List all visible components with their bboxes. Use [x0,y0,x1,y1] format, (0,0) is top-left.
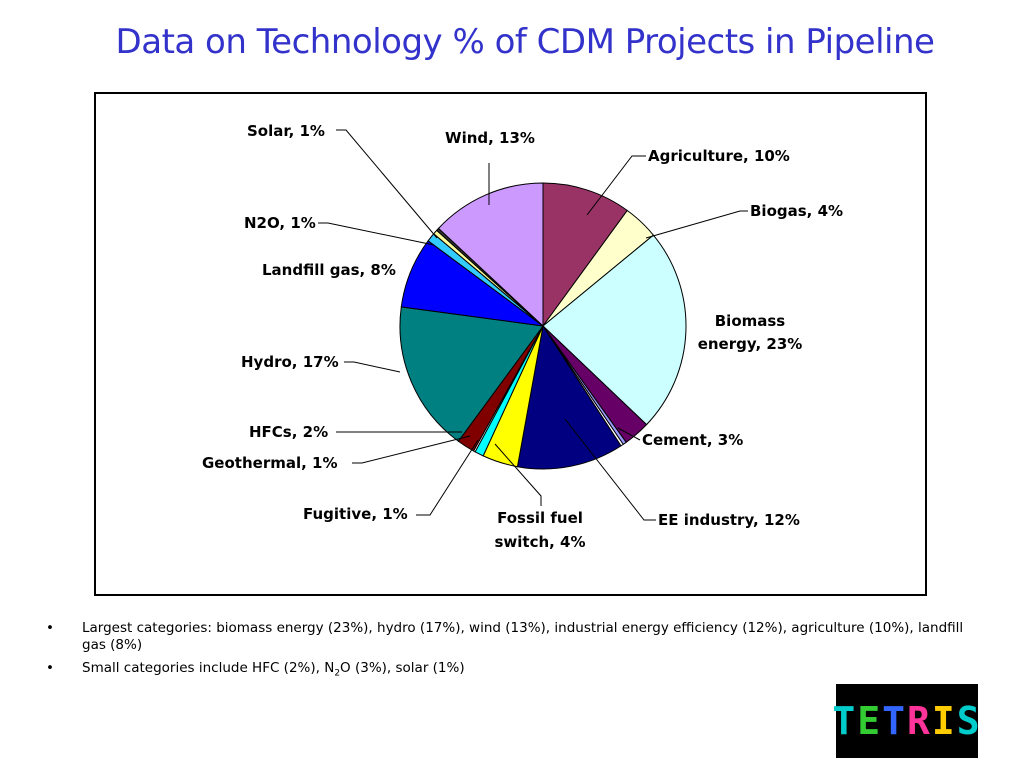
bullet-item: • Small categories include HFC (2%), N2O… [40,660,970,683]
leader-line [494,443,542,506]
slide-title: Data on Technology % of CDM Projects in … [115,22,935,62]
logo-letter: E [857,699,883,743]
data-label: Geothermal, 1% [202,454,338,472]
data-label: Fugitive, 1% [303,505,408,523]
data-label: Fossil fuel [497,509,583,527]
bullet-marker: • [46,620,54,636]
logo-letter: S [956,699,982,743]
pie-slice-hydro [399,306,544,442]
pie-slice-wind [437,182,544,328]
data-label: energy, 23% [698,335,803,353]
logo-letter: T [882,699,907,743]
leader-line [416,439,479,516]
logo-letter: I [931,699,957,743]
bullet-marker: • [46,660,54,676]
bullet-item: • Largest categories: biomass energy (23… [40,620,970,654]
data-label: Biogas, 4% [750,202,843,220]
bullet-text: Small categories include HFC (2%), N2O (… [82,660,465,679]
pie-slice-ee-industry [516,324,622,470]
leader-line [344,361,401,373]
data-label: EE industry, 12% [658,511,800,529]
leader-line [564,418,656,521]
pie-slice-agriculture [542,182,628,328]
data-label: Wind, 13% [445,129,535,147]
leader-line [336,129,438,239]
leader-line [645,210,748,239]
data-label: Agriculture, 10% [648,147,790,165]
data-label: HFCs, 2% [249,423,328,441]
pie-slice-biomass-energy [542,234,687,426]
data-label: Cement, 3% [642,431,743,449]
data-label: Biomass [715,312,786,330]
bullet-text: Largest categories: biomass energy (23%)… [82,620,964,653]
leader-line [352,435,471,464]
data-label: Landfill gas, 8% [262,261,396,279]
leader-line [318,222,435,246]
leader-line [586,155,646,216]
data-label: Solar, 1% [247,122,325,140]
data-label: N2O, 1% [244,214,316,232]
logo-letter: T [832,699,858,743]
data-label: Hydro, 17% [241,353,339,371]
logo-letter: R [907,699,932,743]
bullet-list: • Largest categories: biomass energy (23… [40,620,970,689]
leader-line [617,427,641,441]
data-label: switch, 4% [494,533,585,551]
